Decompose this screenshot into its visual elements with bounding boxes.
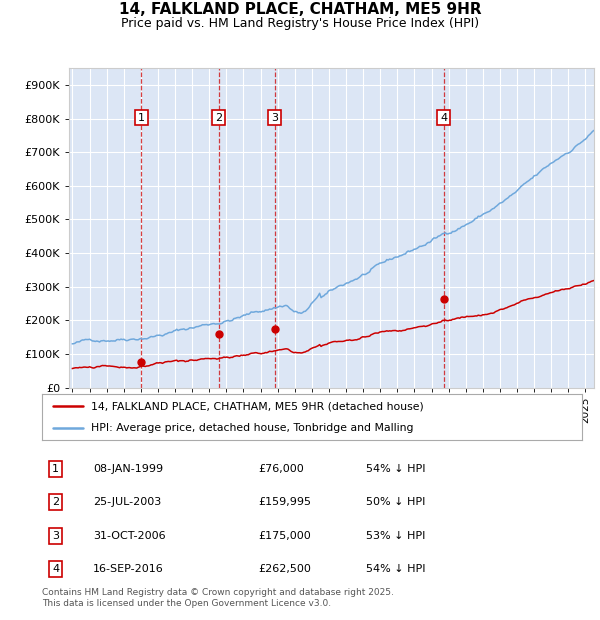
Text: 2: 2 [52, 497, 59, 507]
Text: 50% ↓ HPI: 50% ↓ HPI [366, 497, 425, 507]
Text: 3: 3 [271, 113, 278, 123]
Text: 25-JUL-2003: 25-JUL-2003 [94, 497, 161, 507]
Text: 1: 1 [138, 113, 145, 123]
Text: £76,000: £76,000 [258, 464, 304, 474]
Text: Contains HM Land Registry data © Crown copyright and database right 2025.
This d: Contains HM Land Registry data © Crown c… [42, 588, 394, 608]
Text: £159,995: £159,995 [258, 497, 311, 507]
Text: 1: 1 [52, 464, 59, 474]
Text: Price paid vs. HM Land Registry's House Price Index (HPI): Price paid vs. HM Land Registry's House … [121, 17, 479, 30]
Text: 14, FALKLAND PLACE, CHATHAM, ME5 9HR (detached house): 14, FALKLAND PLACE, CHATHAM, ME5 9HR (de… [91, 401, 424, 411]
Text: 54% ↓ HPI: 54% ↓ HPI [366, 464, 425, 474]
Text: £175,000: £175,000 [258, 531, 311, 541]
Text: 31-OCT-2006: 31-OCT-2006 [94, 531, 166, 541]
Text: £262,500: £262,500 [258, 564, 311, 574]
Text: 3: 3 [52, 531, 59, 541]
Text: 08-JAN-1999: 08-JAN-1999 [94, 464, 163, 474]
Text: 14, FALKLAND PLACE, CHATHAM, ME5 9HR: 14, FALKLAND PLACE, CHATHAM, ME5 9HR [119, 2, 481, 17]
Text: 16-SEP-2016: 16-SEP-2016 [94, 564, 164, 574]
Text: HPI: Average price, detached house, Tonbridge and Malling: HPI: Average price, detached house, Tonb… [91, 423, 413, 433]
Text: 54% ↓ HPI: 54% ↓ HPI [366, 564, 425, 574]
Text: 53% ↓ HPI: 53% ↓ HPI [366, 531, 425, 541]
Text: 2: 2 [215, 113, 223, 123]
Text: 4: 4 [52, 564, 59, 574]
Text: 4: 4 [440, 113, 447, 123]
